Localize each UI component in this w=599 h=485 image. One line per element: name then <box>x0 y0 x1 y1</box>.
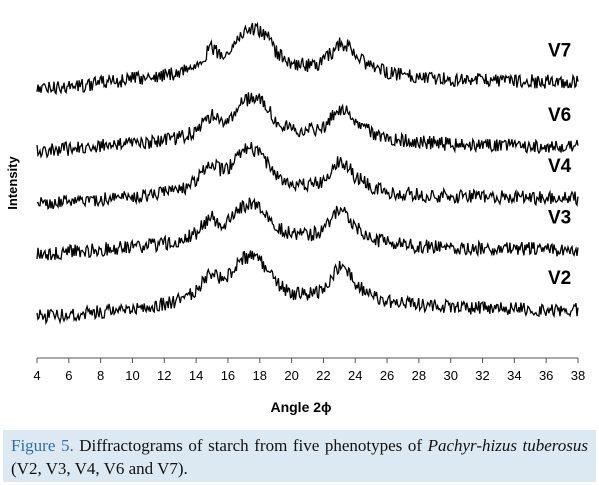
x-tick-label: 10 <box>125 368 139 383</box>
x-tick-label: 18 <box>253 368 267 383</box>
caption-species-name: Pachyr-hizus tuberosus <box>427 436 588 455</box>
series-label-group: V7 V6 V4 V3 V2 <box>548 40 572 289</box>
trace-v4 <box>36 142 579 211</box>
series-label-v6: V6 <box>548 105 571 126</box>
x-tick-label: 28 <box>412 368 426 383</box>
x-tick-label: 14 <box>189 368 203 383</box>
x-tick-label: 32 <box>475 368 489 383</box>
x-tick-label: 4 <box>33 368 40 383</box>
x-tick-label: 20 <box>284 368 298 383</box>
x-tick-label: 22 <box>316 368 330 383</box>
series-label-v7: V7 <box>548 40 571 61</box>
caption-text-2: (V2, V3, V4, V6 and V7). <box>11 459 188 478</box>
figure-label: Figure 5. <box>11 436 74 455</box>
diffractogram-chart: V7 V6 V4 V3 V2 4 6 8 10 12 14 16 18 20 22 24 26 28 30 32 34… <box>5 21 585 415</box>
x-axis-title: Angle 2ϕ <box>270 399 331 415</box>
series-label-v3: V3 <box>548 208 571 229</box>
trace-v3 <box>36 197 579 261</box>
trace-v6 <box>36 92 579 159</box>
x-tick-group: 4 6 8 10 12 14 16 18 20 22 24 26 28 30 32 34 36 38 <box>33 358 585 383</box>
series-label-v4: V4 <box>548 156 572 177</box>
trace-group <box>36 21 579 326</box>
x-tick-label: 24 <box>348 368 362 383</box>
trace-v7 <box>36 21 579 96</box>
figure-caption: Figure 5. Diffractograms of starch from … <box>3 430 596 482</box>
series-label-v2: V2 <box>548 268 571 289</box>
x-tick-label: 6 <box>65 368 72 383</box>
x-tick-label: 36 <box>539 368 553 383</box>
x-tick-label: 38 <box>571 368 585 383</box>
trace-v2 <box>36 250 579 326</box>
x-tick-label: 16 <box>221 368 235 383</box>
x-tick-label: 26 <box>380 368 394 383</box>
x-tick-label: 8 <box>97 368 104 383</box>
y-axis-title: Intensity <box>5 156 20 210</box>
x-tick-label: 30 <box>443 368 457 383</box>
caption-text-1: Diffractograms of starch from five pheno… <box>73 436 428 455</box>
x-tick-label: 12 <box>157 368 171 383</box>
x-tick-label: 34 <box>507 368 521 383</box>
